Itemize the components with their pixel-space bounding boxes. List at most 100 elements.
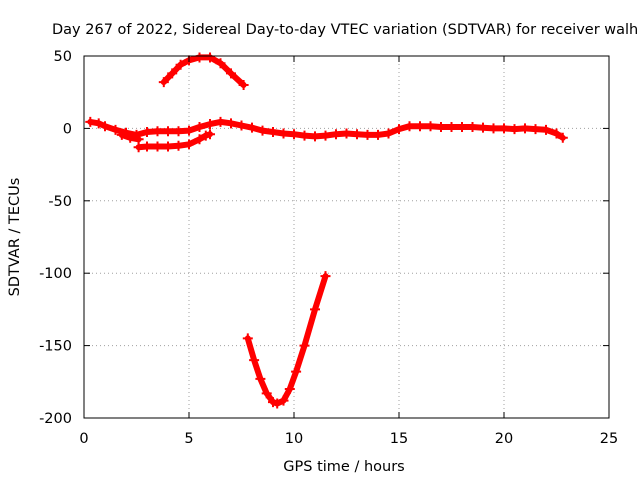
data-point <box>152 126 163 137</box>
data-point <box>310 131 320 142</box>
data-point <box>100 121 110 132</box>
data-point <box>341 128 352 139</box>
data-point <box>520 123 530 134</box>
data-point <box>205 129 215 140</box>
data-point <box>320 130 331 141</box>
data-point <box>425 121 436 132</box>
data-point <box>184 125 194 136</box>
data-point <box>116 129 127 140</box>
series-offset-track <box>133 129 215 153</box>
y-tick-label: -200 <box>39 411 72 427</box>
data-point <box>142 127 152 138</box>
data-point <box>261 388 272 399</box>
y-tick-label: 50 <box>54 49 72 65</box>
data-point <box>163 141 173 152</box>
x-tick-label: 25 <box>600 431 618 447</box>
data-point <box>557 132 568 143</box>
data-point <box>215 116 226 127</box>
data-point <box>331 129 341 140</box>
x-tick-label: 15 <box>390 431 408 447</box>
data-point <box>299 130 310 141</box>
data-point <box>236 120 247 131</box>
data-point <box>173 140 184 151</box>
data-point <box>289 129 299 140</box>
y-tick-label: -100 <box>39 266 72 282</box>
data-point <box>175 59 186 70</box>
series-lower-dip <box>242 271 331 409</box>
plot-frame <box>83 55 610 419</box>
data-point <box>215 58 226 69</box>
data-point <box>278 128 289 139</box>
data-point <box>242 333 253 344</box>
data-point <box>284 384 295 395</box>
data-series <box>85 52 568 409</box>
y-tick-label: -150 <box>39 339 72 355</box>
data-point <box>163 126 173 137</box>
data-point <box>152 141 163 152</box>
data-point <box>530 124 541 135</box>
y-axis-label: SDTVAR / TECUs <box>7 178 23 297</box>
data-point <box>238 79 249 90</box>
series-trace <box>244 273 329 407</box>
data-point <box>291 366 302 377</box>
data-point <box>310 304 320 315</box>
data-point <box>278 395 289 406</box>
data-point <box>268 127 278 138</box>
data-point <box>247 122 257 133</box>
data-point <box>226 68 236 79</box>
data-point <box>299 340 310 351</box>
data-point <box>167 68 178 79</box>
data-point <box>249 355 260 366</box>
y-tick-label: -50 <box>48 194 72 210</box>
x-tick-label: 10 <box>285 431 303 447</box>
x-axis-label: GPS time / hours <box>283 459 404 475</box>
data-point <box>85 116 96 127</box>
chart-title: Day 267 of 2022, Sidereal Day-to-day VTE… <box>52 22 638 38</box>
data-point <box>373 129 383 140</box>
data-point <box>467 121 478 132</box>
data-point <box>93 118 104 129</box>
series-upper-arc <box>158 52 249 90</box>
data-point <box>551 128 562 139</box>
data-point <box>158 77 169 88</box>
data-point <box>194 52 205 63</box>
data-point <box>478 122 488 133</box>
data-point <box>436 121 446 132</box>
data-point <box>446 121 457 132</box>
axis-ticks: 0 5 10 15 20 25 -200 -150 -100 -50 0 50 <box>39 49 618 447</box>
x-tick-label: 0 <box>79 431 88 447</box>
data-point <box>541 124 551 135</box>
data-point <box>205 52 215 63</box>
data-point <box>205 119 215 130</box>
series-lower-branch <box>116 129 144 145</box>
data-point <box>110 124 121 135</box>
data-point <box>352 129 362 140</box>
data-point <box>272 398 283 409</box>
data-point <box>255 373 266 384</box>
data-point <box>125 132 136 143</box>
y-tick-label: 0 <box>63 121 72 137</box>
data-point <box>404 121 415 132</box>
data-point <box>173 126 184 137</box>
data-point <box>499 123 509 134</box>
data-point <box>257 125 268 136</box>
data-point <box>226 118 236 129</box>
data-point <box>320 271 331 282</box>
series-main-track <box>85 116 568 143</box>
data-point <box>415 121 425 132</box>
data-point <box>383 128 394 139</box>
data-point <box>194 121 205 132</box>
data-point <box>133 142 144 153</box>
data-point <box>488 123 499 134</box>
x-tick-label: 5 <box>184 431 193 447</box>
data-point <box>457 121 467 132</box>
grid-lines <box>84 56 609 418</box>
data-point <box>362 129 373 140</box>
data-point <box>184 139 194 150</box>
data-point <box>394 124 404 135</box>
data-point <box>194 134 205 145</box>
data-point <box>509 124 520 135</box>
data-point <box>142 141 152 152</box>
x-tick-label: 20 <box>495 431 513 447</box>
